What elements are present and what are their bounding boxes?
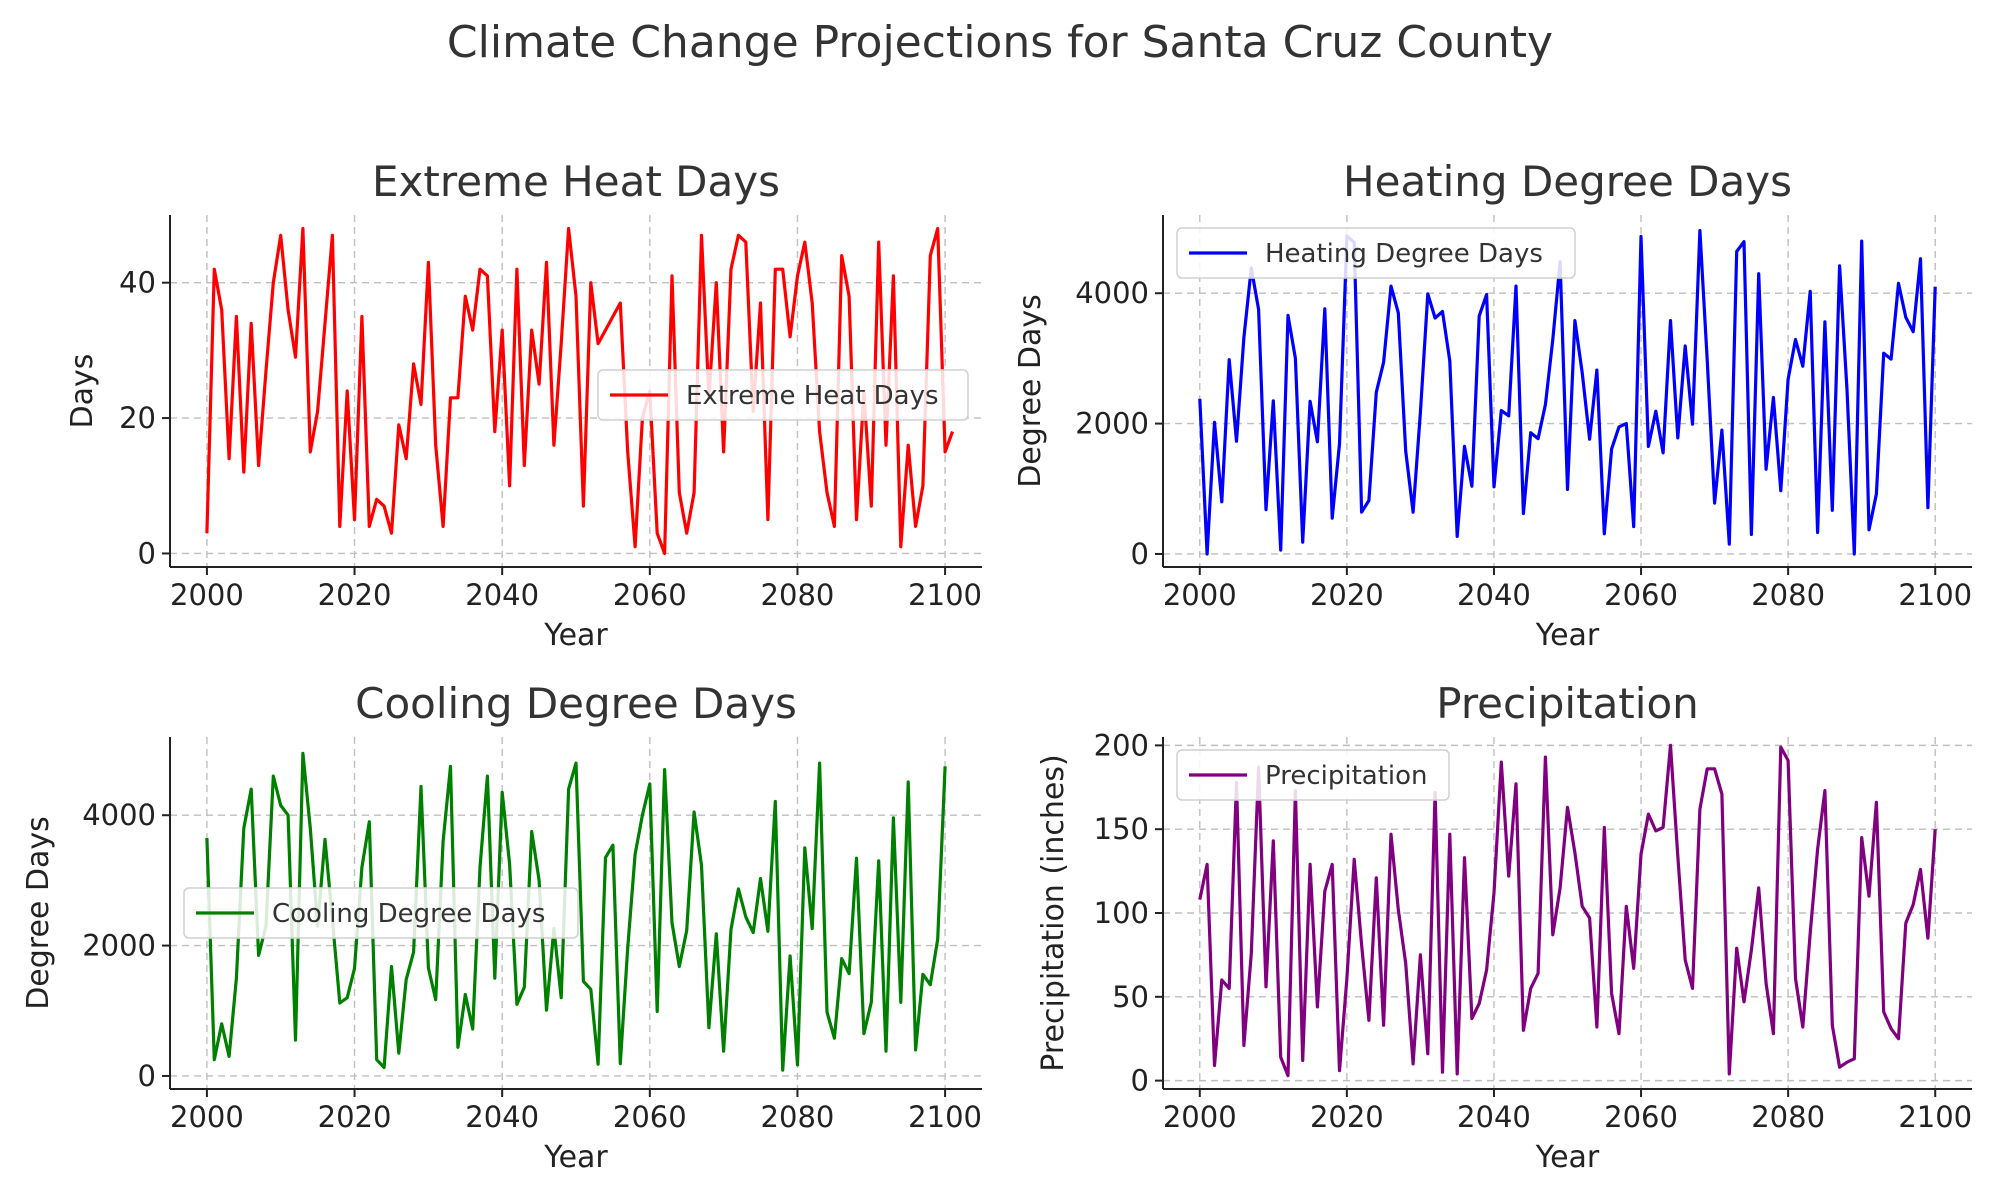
y-tick-label: 4000 [82,798,156,832]
panel-precipitation: Precipitation 2000 2020 2040 2060 2080 2100 0 50… [1036,679,1972,1175]
y-tick-label: 0 [138,536,156,570]
legend-box [1176,749,1450,801]
y-tick-label: 20 [119,401,156,435]
y-tick-label: 4000 [1075,276,1149,310]
x-tick-label: 2000 [170,1100,244,1134]
x-tick-label: 2080 [1751,1100,1825,1134]
x-tick-label: 2100 [1898,578,1972,612]
x-axis-label: Year [543,1140,608,1175]
x-tick-label: 2000 [170,578,244,612]
y-tick-label: 2000 [1075,407,1149,441]
y-tick-label: 200 [1094,728,1149,762]
x-tick-label: 2080 [761,1100,835,1134]
y-tick-label: 100 [1094,896,1149,930]
x-axis-label: Year [543,618,608,653]
x-tick-label: 2040 [1457,578,1531,612]
legend: Cooling Degree Days [183,887,579,939]
x-tick-label: 2060 [1604,578,1678,612]
y-axis-label: Degree Days [1013,294,1048,488]
x-tick-label: 2080 [1751,578,1825,612]
legend-box [597,369,969,421]
x-tick-label: 2060 [613,578,687,612]
x-tick-label: 2040 [465,1100,539,1134]
x-tick-label: 2020 [1310,578,1384,612]
x-tick-label: 2100 [908,1100,982,1134]
y-tick-label: 0 [1131,1064,1149,1098]
y-tick-label: 0 [1131,537,1149,571]
x-tick-label: 2100 [908,578,982,612]
y-axis-label: Days [65,354,100,429]
x-tick-label: 2020 [318,578,392,612]
x-tick-label: 2020 [318,1100,392,1134]
panel-cooling-degree-days: Cooling Degree Days 2000 2020 2040 2060 2080 2… [21,679,982,1175]
series-line-0 [1198,229,1937,556]
x-tick-label: 2040 [465,578,539,612]
series-line-0 [1198,743,1937,1078]
y-tick-label: 50 [1112,980,1149,1014]
legend-box [1176,227,1576,279]
x-tick-label: 2000 [1163,578,1237,612]
chart-title: Precipitation [1436,679,1699,728]
x-tick-label: 2000 [1163,1100,1237,1134]
x-tick-label: 2060 [613,1100,687,1134]
chart-title: Extreme Heat Days [372,157,780,206]
legend: Heating Degree Days [1176,227,1576,279]
x-tick-label: 2040 [1457,1100,1531,1134]
legend-label: Cooling Degree Days [272,899,545,929]
x-tick-label: 2060 [1604,1100,1678,1134]
x-tick-label: 2100 [1898,1100,1972,1134]
x-axis-label: Year [1535,1140,1600,1175]
y-tick-label: 0 [138,1059,156,1093]
legend-label: Extreme Heat Days [686,381,939,411]
y-tick-label: 150 [1094,812,1149,846]
x-tick-label: 2020 [1310,1100,1384,1134]
y-axis-label: Degree Days [21,816,56,1010]
legend: Precipitation [1176,749,1450,801]
legend-label: Precipitation [1265,761,1428,791]
y-tick-label: 40 [119,266,156,300]
legend-label: Heating Degree Days [1265,239,1543,269]
series-line-0 [205,226,955,556]
figure-title: Climate Change Projections for Santa Cru… [447,17,1553,68]
y-tick-label: 2000 [82,929,156,963]
x-axis-label: Year [1535,618,1600,653]
chart-title: Heating Degree Days [1343,157,1792,206]
panel-heating-degree-days: Heating Degree Days 2000 2020 2040 2060 2080 2… [1013,157,1972,653]
chart-title: Cooling Degree Days [355,679,797,728]
y-axis-label: Precipitation (inches) [1036,754,1071,1071]
x-tick-label: 2080 [761,578,835,612]
legend: Extreme Heat Days [597,369,969,421]
legend-box [183,887,579,939]
